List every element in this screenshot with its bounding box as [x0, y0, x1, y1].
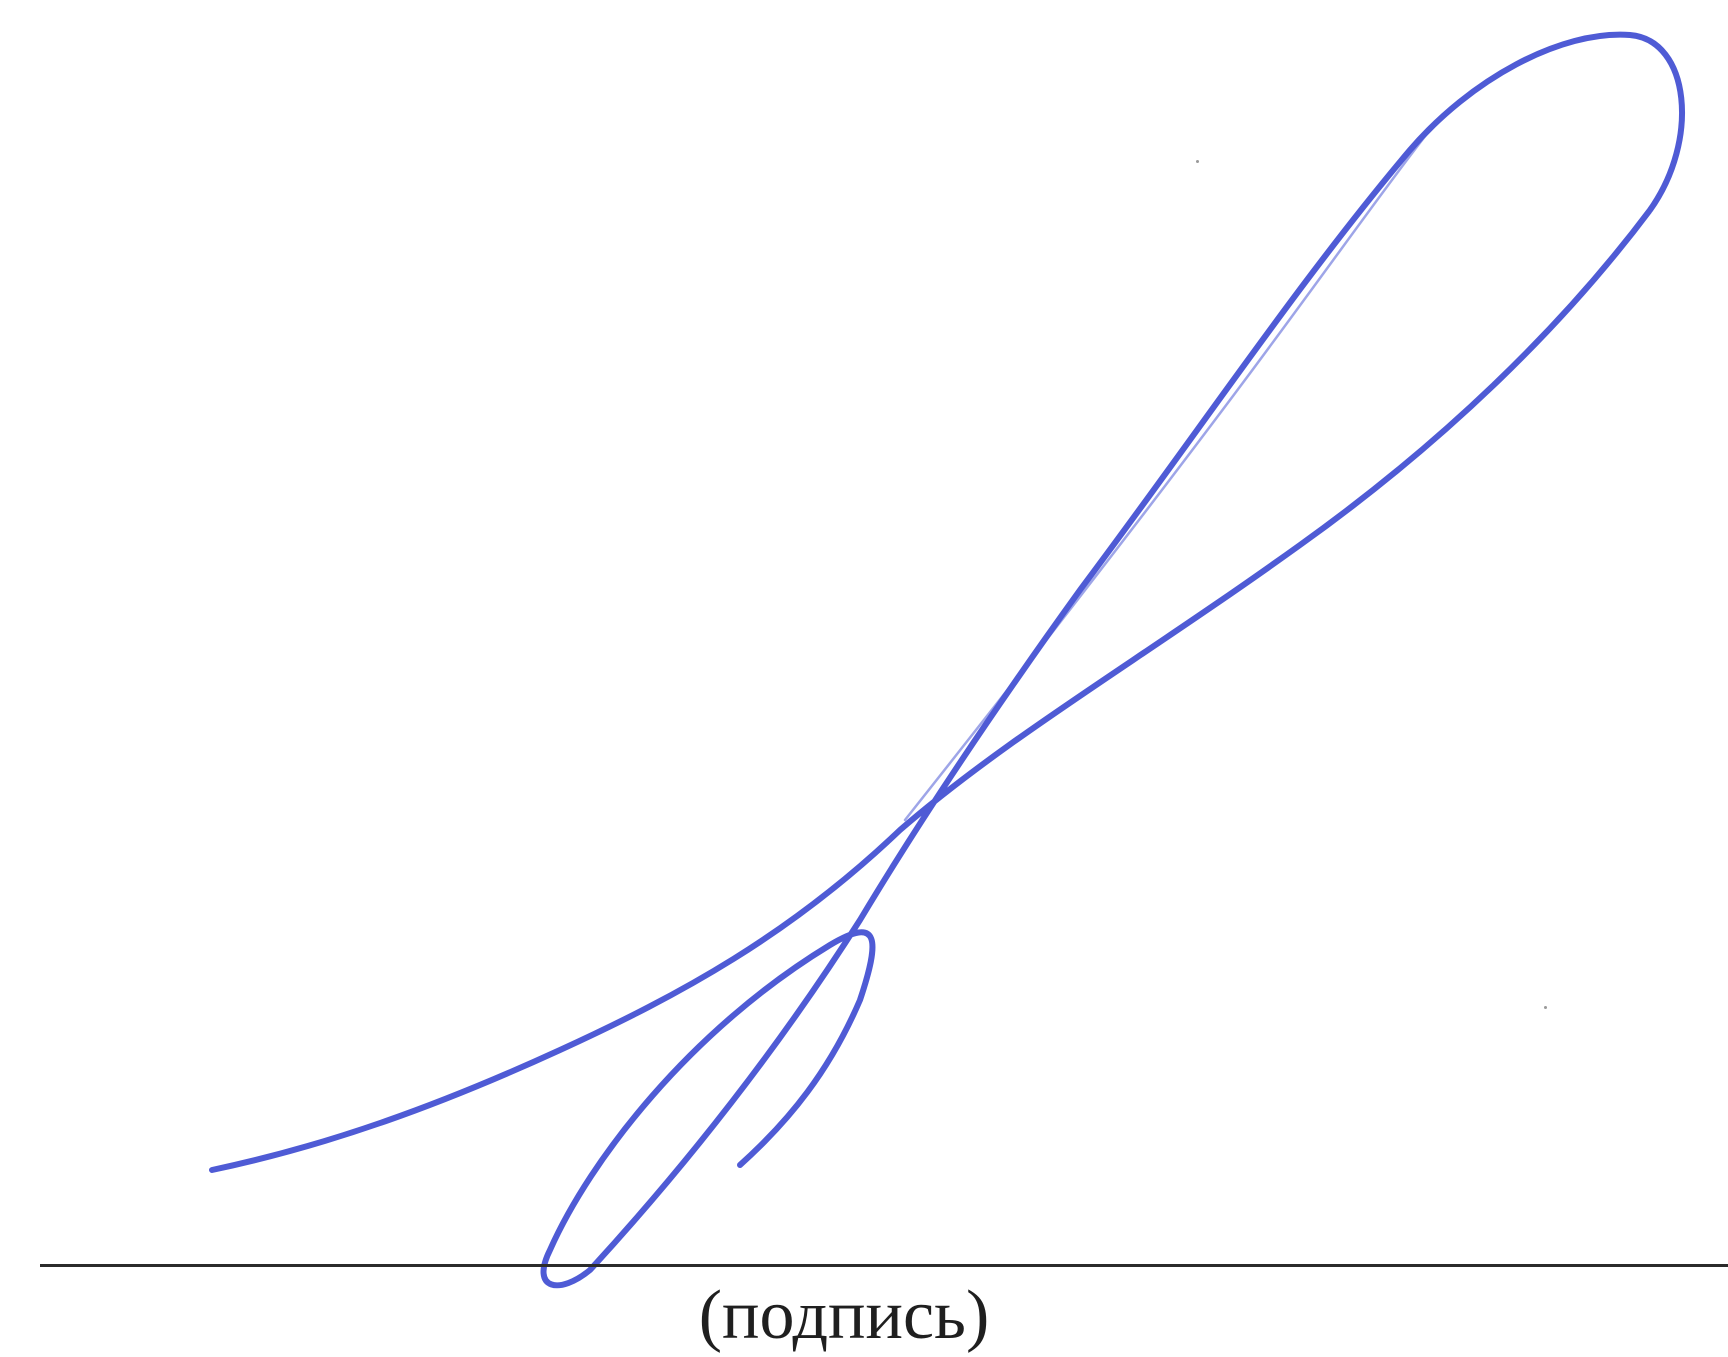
signature-strokes	[209, 31, 1686, 1289]
signature-line	[40, 1264, 1728, 1267]
paper-speck	[1544, 1006, 1547, 1009]
signature-caption: (подпись)	[698, 1277, 990, 1354]
paper-speck	[1196, 160, 1199, 163]
signature-stroke-thin	[903, 128, 1432, 822]
signature-stroke-main	[209, 31, 1686, 1289]
